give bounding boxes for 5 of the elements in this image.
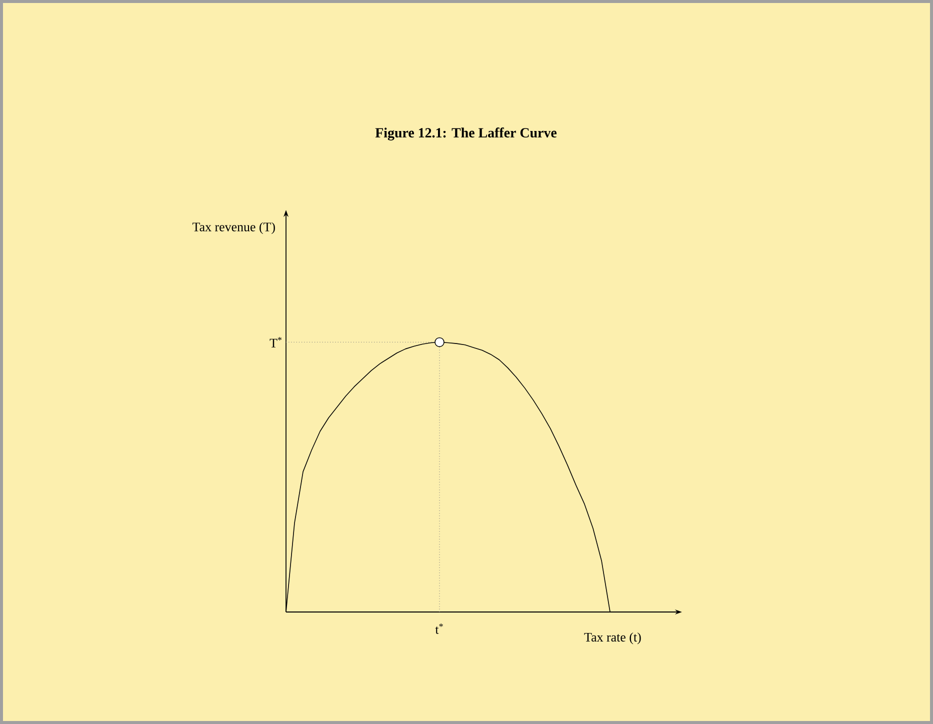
ref-line-label: T$^{*}$ xyxy=(270,337,282,348)
chart-title: Figure 12.1: The Laffer Curve xyxy=(375,128,557,140)
x-axis-title: Tax rate (t) xyxy=(584,632,641,644)
text: Tax revenue (T) xyxy=(192,222,275,234)
text: t$^{*}$ xyxy=(435,623,443,634)
